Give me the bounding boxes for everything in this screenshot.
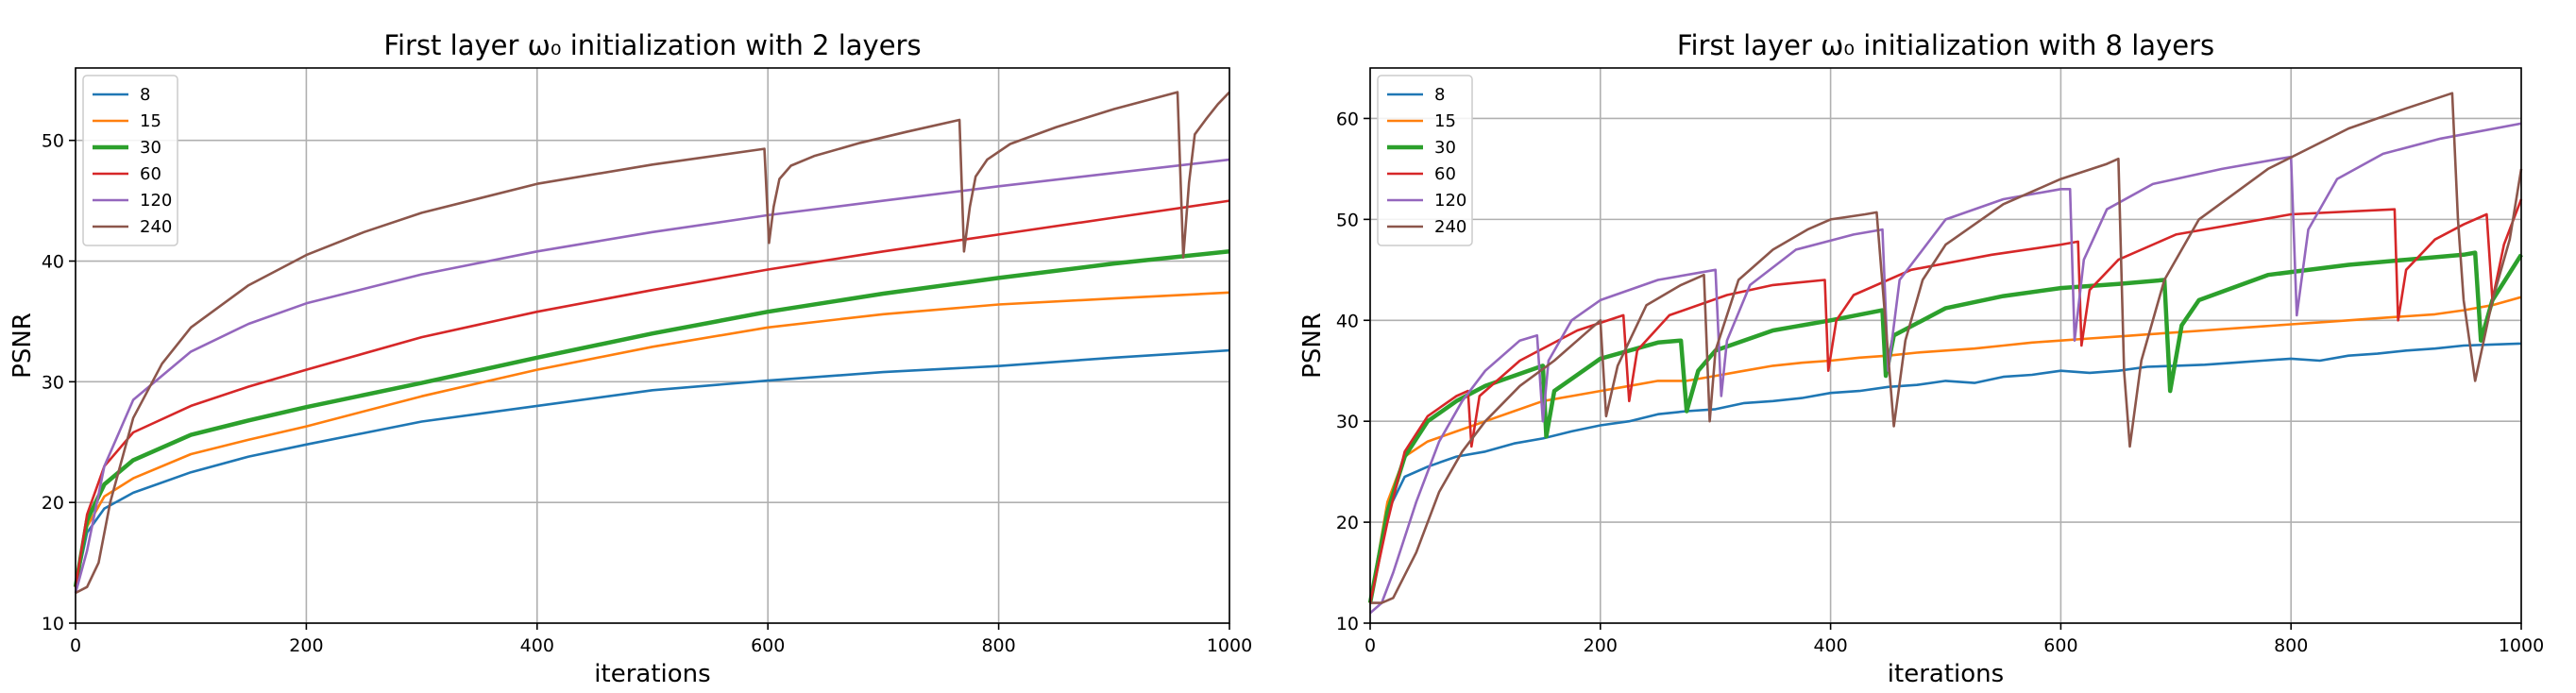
x-tick-label: 200 xyxy=(289,635,323,656)
legend-label-30: 30 xyxy=(140,138,161,158)
series-line-30 xyxy=(73,249,1230,588)
legend-label-30: 30 xyxy=(1434,138,1456,158)
legend-label-120: 120 xyxy=(140,191,172,211)
chart-panel-2-layers: 0 200 400 600 800 1000 10 20 30 40 50 First layer ω… xyxy=(8,29,1252,688)
y-tick-label: 10 xyxy=(1336,614,1359,634)
x-tick-label: 400 xyxy=(520,635,554,656)
y-tick-label: 40 xyxy=(1336,311,1359,331)
chart-2-layers: 0 200 400 600 800 1000 10 20 30 40 50 First layer ω… xyxy=(8,29,1252,688)
grid xyxy=(1369,68,2522,624)
y-tick-label: 20 xyxy=(42,493,64,514)
x-tick-label: 800 xyxy=(2274,635,2308,656)
series-line-15 xyxy=(1368,296,2522,603)
y-tick-label: 30 xyxy=(1336,412,1359,432)
legend-label-8: 8 xyxy=(140,85,150,105)
y-tick-label: 50 xyxy=(1336,210,1359,230)
legend: 8 15 30 60 120 240 xyxy=(82,75,178,246)
legend-label-60: 60 xyxy=(140,164,161,184)
x-tick-label: 600 xyxy=(751,635,785,656)
plot-frame xyxy=(1369,67,2522,624)
x-tick-label: 1000 xyxy=(2499,635,2544,656)
legend-label-15: 15 xyxy=(1434,111,1456,131)
x-tick-label: 1000 xyxy=(1207,635,1252,656)
x-axis-label: iterations xyxy=(594,660,710,688)
series-line-240 xyxy=(1370,92,2523,604)
y-tick-label: 60 xyxy=(1336,109,1359,129)
legend-label-15: 15 xyxy=(140,111,161,131)
series-lines xyxy=(1367,92,2523,615)
x-tick-label: 800 xyxy=(981,635,1015,656)
x-tick-label: 0 xyxy=(70,635,81,656)
series-line-30 xyxy=(1367,250,2523,604)
chart-panel-8-layers: 0 200 400 600 800 1000 10 20 30 40 50 60 First layer… xyxy=(1288,0,2576,693)
legend: 8 15 30 60 120 240 xyxy=(1377,75,1473,246)
axis-ticks: 0 200 400 600 800 1000 10 20 30 40 50 xyxy=(42,131,1252,656)
x-tick-label: 600 xyxy=(2043,635,2077,656)
legend-label-240: 240 xyxy=(1434,217,1466,237)
x-tick-label: 0 xyxy=(1364,635,1376,656)
series-lines xyxy=(73,91,1230,595)
legend-label-8: 8 xyxy=(1434,85,1445,105)
y-tick-label: 50 xyxy=(42,131,64,152)
plot-frame xyxy=(75,67,1230,624)
series-line-120 xyxy=(74,158,1230,594)
x-axis-label: iterations xyxy=(1888,660,2004,688)
series-line-120 xyxy=(1369,122,2522,615)
axis-ticks: 0 200 400 600 800 1000 10 20 30 40 50 60 xyxy=(1336,109,2544,656)
series-line-8 xyxy=(1368,342,2522,603)
series-line-240 xyxy=(75,91,1230,595)
legend-label-240: 240 xyxy=(140,217,172,237)
chart-title: First layer ω₀ initialization with 2 lay… xyxy=(383,29,921,61)
y-tick-label: 20 xyxy=(1336,513,1359,533)
legend-label-120: 120 xyxy=(1434,191,1466,211)
y-tick-label: 40 xyxy=(42,252,64,273)
y-tick-label: 10 xyxy=(42,614,64,634)
chart-title: First layer ω₀ initialization with 8 lay… xyxy=(1677,29,2214,61)
legend-box xyxy=(1377,75,1473,246)
legend-label-60: 60 xyxy=(1434,164,1456,184)
x-tick-label: 200 xyxy=(1584,635,1618,656)
series-line-15 xyxy=(74,291,1230,587)
y-axis-label: PSNR xyxy=(1298,313,1327,379)
y-axis-label: PSNR xyxy=(8,313,37,379)
series-line-60 xyxy=(74,199,1230,587)
x-tick-label: 400 xyxy=(1813,635,1847,656)
legend-box xyxy=(82,75,178,246)
chart-8-layers: 0 200 400 600 800 1000 10 20 30 40 50 60 First layer… xyxy=(1298,29,2544,688)
y-tick-label: 30 xyxy=(42,372,64,393)
series-line-8 xyxy=(74,348,1230,587)
